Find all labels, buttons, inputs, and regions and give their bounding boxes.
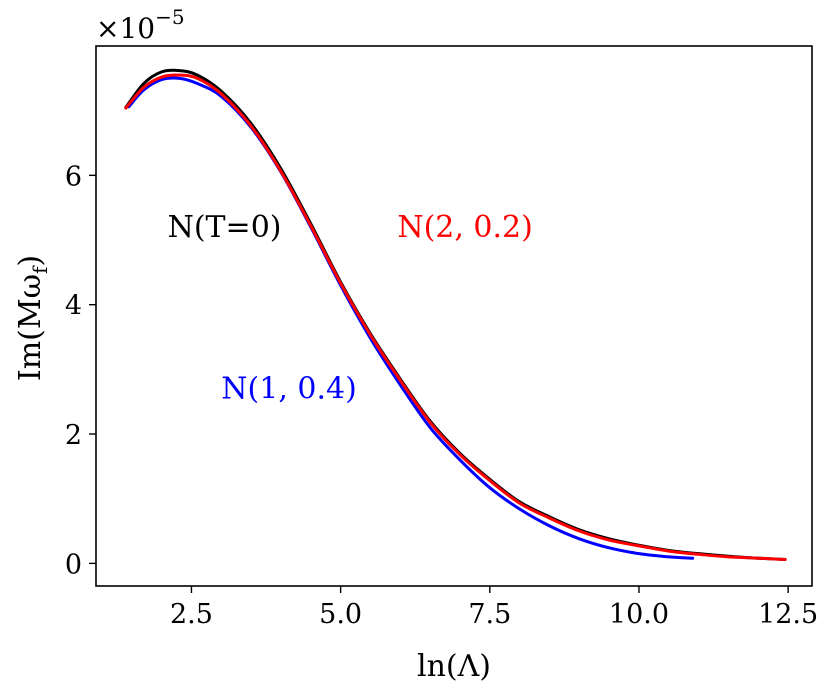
y-axis-label-close: )	[13, 255, 48, 267]
tick-layer: 2.5 5.0 7.5 10.0 12.5 0 2 4 6	[65, 161, 818, 630]
y-axis-label: Im(Mωf)	[13, 255, 52, 381]
series-layer	[124, 68, 787, 561]
y-axis-label-main: Im(Mω	[13, 274, 48, 381]
x-tick-label: 2.5	[170, 599, 213, 630]
plot-frame	[95, 45, 813, 587]
x-tick-label: 5.0	[319, 599, 362, 630]
y-axis-label-subscript: f	[28, 265, 52, 274]
y-multiplier-base: ×10	[96, 12, 155, 45]
annotation-layer: N(T=0) N(2, 0.2) N(1, 0.4)	[168, 210, 533, 407]
series-annotation-1: N(2, 0.2)	[397, 210, 533, 245]
y-tick-label: 2	[65, 420, 82, 451]
series-line-2	[127, 76, 695, 560]
series-annotation-2: N(1, 0.4)	[221, 371, 357, 406]
series-line-1	[124, 73, 787, 561]
series-annotation-0: N(T=0)	[168, 210, 282, 245]
x-axis-label: ln(Λ)	[417, 649, 491, 684]
x-tick-label: 7.5	[468, 599, 511, 630]
y-tick-label: 0	[65, 549, 82, 580]
x-tick-label: 10.0	[609, 599, 669, 630]
y-multiplier-exponent: −5	[155, 5, 184, 29]
x-tick-label: 12.5	[758, 599, 818, 630]
y-tick-label: 6	[65, 161, 82, 192]
y-multiplier: ×10−5	[96, 5, 185, 45]
y-tick-label: 4	[65, 291, 82, 322]
